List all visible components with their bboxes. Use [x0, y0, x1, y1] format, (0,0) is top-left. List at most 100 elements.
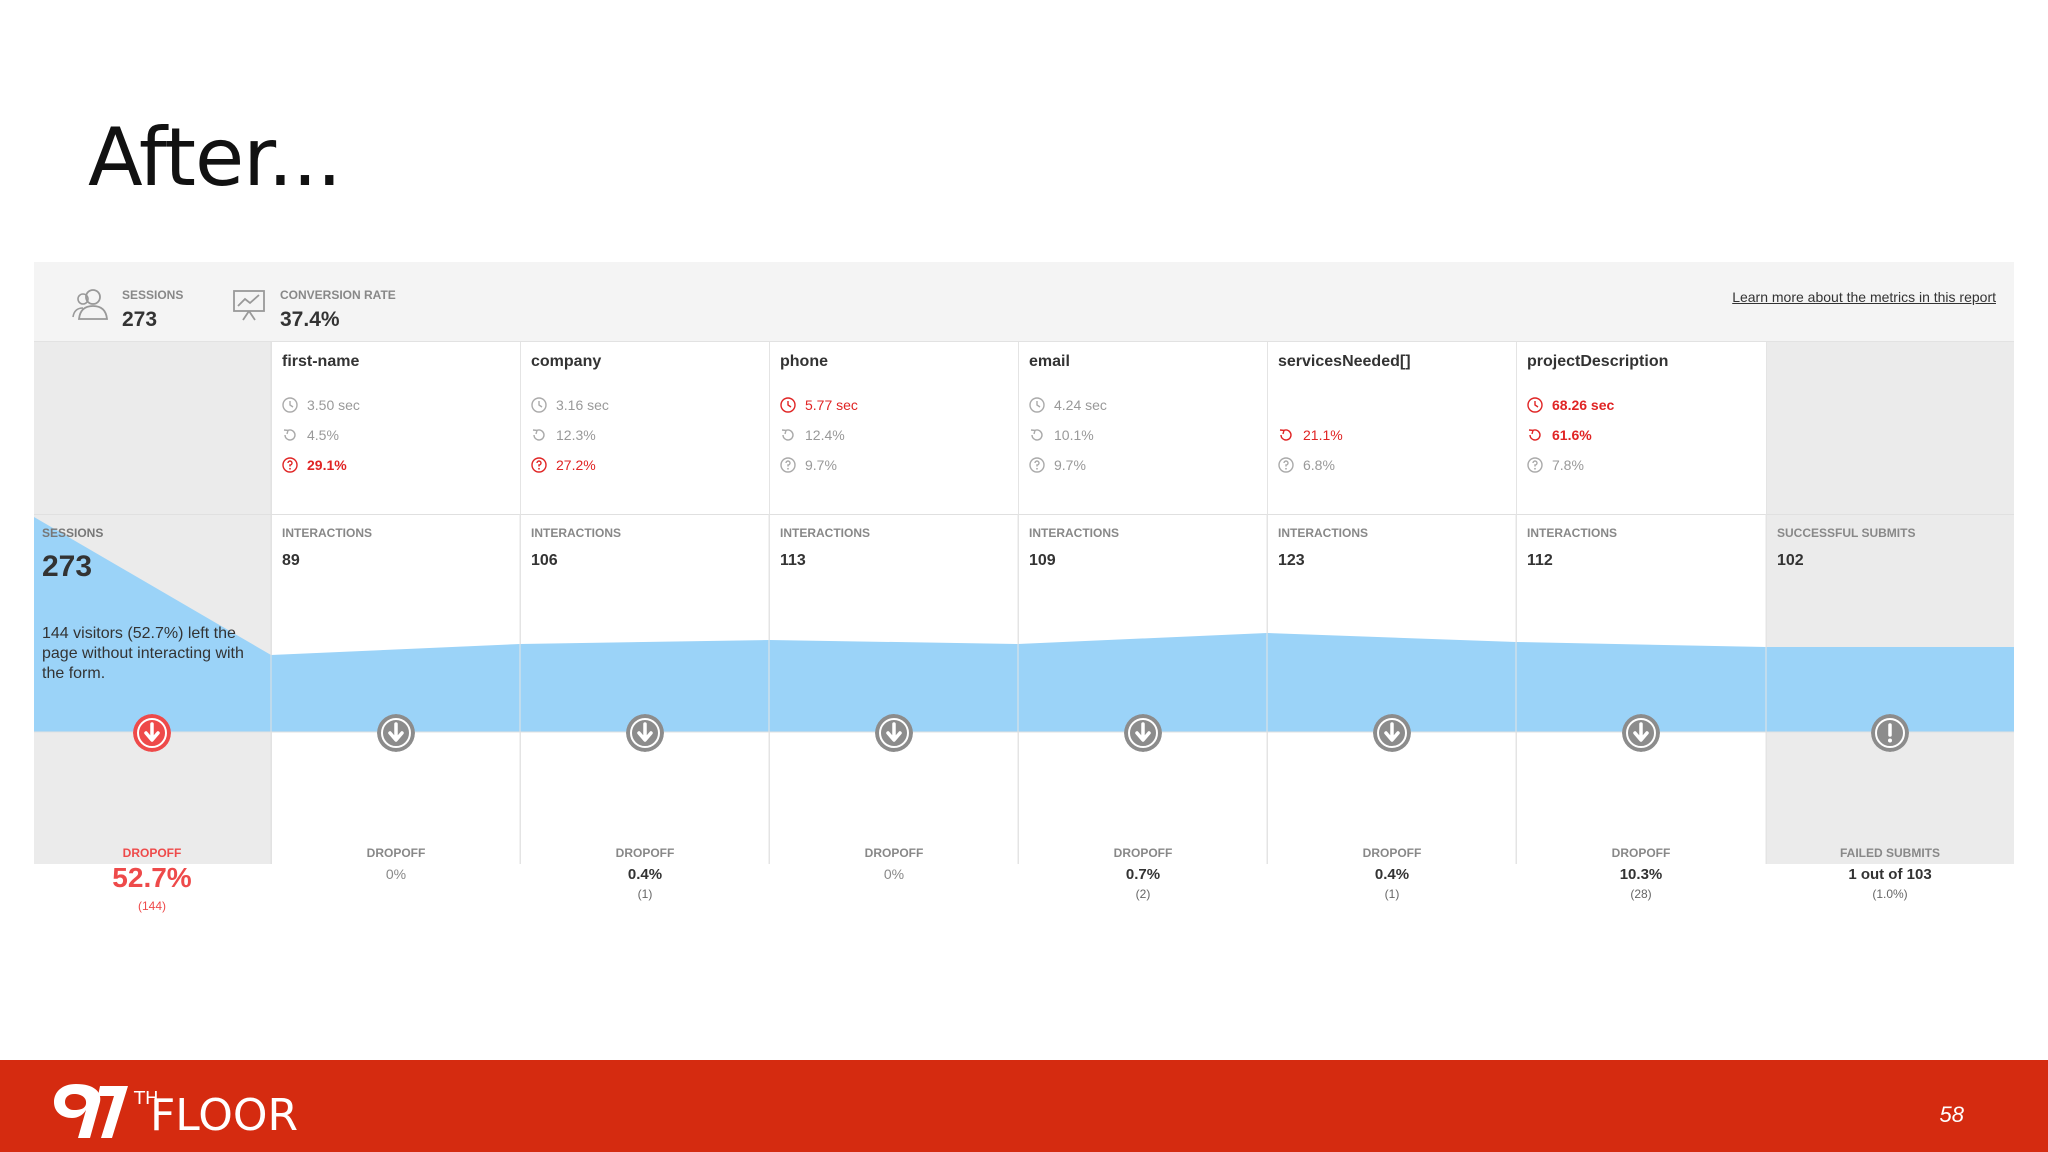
row-divider: [34, 514, 2014, 515]
dropoff-label: DROPOFF: [864, 846, 924, 860]
blank-stat: 29.1%: [282, 456, 347, 474]
failed-submits-percent: (1.0%): [1872, 887, 1908, 901]
dropoff-arrow-icon[interactable]: [626, 714, 664, 752]
flow-sessions-value: 273: [42, 550, 93, 583]
slide-footer: TH FLOOR 58: [0, 1060, 2048, 1152]
question-circle-icon: [780, 457, 796, 473]
refill-arrow-icon: [532, 429, 545, 441]
field-name: servicesNeeded[]: [1278, 353, 1411, 370]
interactions-label: INTERACTIONS: [780, 526, 870, 540]
blank-stat: 6.8%: [1278, 456, 1335, 474]
blank-stat: 9.7%: [1029, 456, 1086, 474]
question-circle-icon: [1029, 457, 1045, 473]
interactions-value: 113: [780, 552, 806, 569]
refill-value: 4.5%: [307, 427, 339, 443]
dropoff-arrow-icon[interactable]: [1373, 714, 1411, 752]
time-stat: 3.50 sec: [282, 396, 360, 414]
refill-stat: 4.5%: [282, 426, 339, 444]
clock-icon: [1029, 397, 1045, 413]
time-value: 5.77 sec: [805, 397, 858, 413]
dropoff-arrow-icon[interactable]: [1124, 714, 1162, 752]
clock-icon: [531, 397, 547, 413]
report-summary-bar: SESSIONS 273 CONVERSION RATE 37.4% Learn…: [34, 262, 2014, 342]
blank-stat: 27.2%: [531, 456, 596, 474]
dropoff-label: DROPOFF: [1611, 846, 1671, 860]
clock-icon: [780, 397, 796, 413]
dropoff-arrow-icon[interactable]: [875, 714, 913, 752]
dropoff-value: 0%: [883, 866, 905, 882]
form-analytics-report: SESSIONS 273 CONVERSION RATE 37.4% Learn…: [34, 262, 2014, 913]
field-phone: phone 5.77 sec 12.4% 9.7% INTERACTIONS 1…: [769, 342, 1018, 882]
field-name: email: [1029, 353, 1070, 370]
conversion-rate-value: 37.4%: [280, 308, 340, 331]
refill-value: 61.6%: [1552, 427, 1592, 443]
dropoff-label: DROPOFF: [1113, 846, 1173, 860]
refill-arrow-icon: [781, 429, 794, 441]
field-grid: SESSIONS 273 144 visitors (52.7%) left t…: [34, 342, 2014, 913]
dropoff-count: (1): [637, 887, 653, 901]
time-stat: 68.26 sec: [1527, 396, 1614, 414]
blank-value: 9.7%: [805, 457, 837, 473]
refill-value: 10.1%: [1054, 427, 1094, 443]
dropoff-value: 0.7%: [1125, 866, 1161, 883]
users-icon: [72, 289, 108, 320]
question-circle-icon: [1527, 457, 1543, 473]
field-services-needed: servicesNeeded[] 21.1% 6.8% INTERACTIONS…: [1267, 342, 1516, 901]
field-name: company: [531, 353, 602, 370]
refill-stat: 12.3%: [531, 426, 596, 444]
question-circle-icon: [1278, 457, 1294, 473]
field-name: phone: [780, 353, 828, 370]
blank-stat: 7.8%: [1527, 456, 1584, 474]
interactions-label: INTERACTIONS: [1029, 526, 1119, 540]
field-name: projectDescription: [1527, 353, 1669, 370]
refill-arrow-icon: [1279, 429, 1292, 441]
interactions-label: INTERACTIONS: [1278, 526, 1368, 540]
logo-sup: TH: [133, 1088, 159, 1109]
refill-arrow-icon: [283, 429, 296, 441]
blank-stat: 9.7%: [780, 456, 837, 474]
interactions-value: 89: [282, 552, 300, 569]
dropoff-count: (144): [137, 899, 166, 913]
learn-more-link[interactable]: Learn more about the metrics in this rep…: [1732, 289, 1996, 305]
successful-submits-label: SUCCESSFUL SUBMITS: [1777, 526, 1916, 540]
logo-word: FLOOR: [150, 1090, 298, 1141]
page-number: 58: [1939, 1102, 1964, 1127]
dropoff-value: 52.7%: [112, 862, 192, 893]
dropoff-arrow-icon[interactable]: [133, 714, 171, 752]
blank-value: 29.1%: [307, 457, 347, 473]
failed-submits-label: FAILED SUBMITS: [1839, 846, 1940, 860]
dropoff-value: 0.4%: [1374, 866, 1410, 883]
slide-title: After...: [88, 111, 342, 204]
time-value: 3.50 sec: [307, 397, 360, 413]
sessions-column: [34, 342, 271, 864]
field-company: company 3.16 sec 12.3% 27.2% INTERACTION…: [520, 342, 769, 901]
field-name: first-name: [282, 353, 360, 370]
blank-value: 27.2%: [556, 457, 596, 473]
failed-submits-value: 1 out of 103: [1848, 866, 1932, 883]
interactions-label: INTERACTIONS: [531, 526, 621, 540]
interactions-label: INTERACTIONS: [1527, 526, 1617, 540]
interactions-value: 112: [1527, 552, 1553, 569]
refill-arrow-icon: [1030, 429, 1043, 441]
successful-submits-value: 102: [1777, 552, 1804, 569]
time-value: 68.26 sec: [1552, 397, 1615, 413]
dropoff-count: (28): [1630, 887, 1652, 901]
refill-stat: 21.1%: [1278, 426, 1343, 444]
interactions-value: 106: [531, 552, 558, 569]
presentation-chart-icon: [233, 290, 265, 321]
clock-icon: [282, 397, 298, 413]
blank-value: 9.7%: [1054, 457, 1086, 473]
blank-value: 6.8%: [1303, 457, 1335, 473]
sessions-value: 273: [122, 308, 158, 331]
dropoff-value: 0.4%: [627, 866, 663, 883]
dropoff-arrow-icon[interactable]: [1622, 714, 1660, 752]
submits-summary: SUCCESSFUL SUBMITS 102 FAILED SUBMITS 1 …: [1766, 342, 2014, 901]
dropoff-value: 10.3%: [1619, 866, 1663, 883]
field-project-description: projectDescription 68.26 sec 61.6% 7.8% …: [1516, 342, 1766, 901]
dropoff-label: DROPOFF: [122, 846, 182, 860]
sessions-label: SESSIONS: [122, 288, 184, 302]
dropoff-count: (1): [1384, 887, 1400, 901]
dropoff-arrow-icon[interactable]: [377, 714, 415, 752]
interactions-value: 109: [1029, 552, 1056, 569]
alert-icon[interactable]: [1871, 714, 1909, 752]
